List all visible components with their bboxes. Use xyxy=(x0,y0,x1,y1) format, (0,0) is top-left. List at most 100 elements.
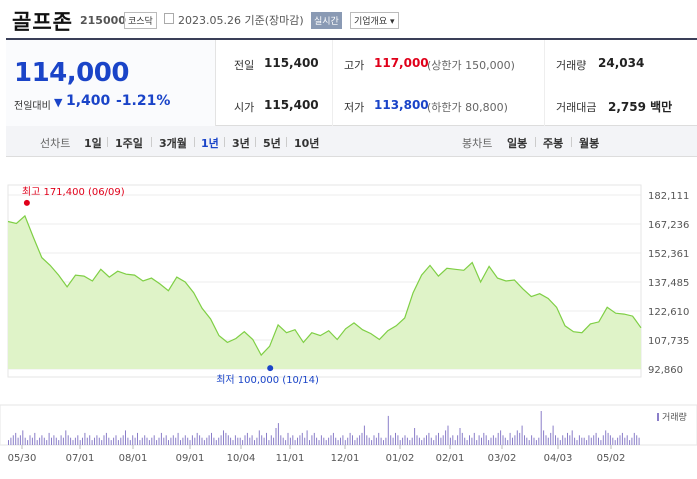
volume-bar xyxy=(578,435,580,445)
volume-bar xyxy=(129,440,131,445)
volume-bar xyxy=(445,430,447,445)
high-label: 고가 xyxy=(344,59,365,72)
period-3y[interactable]: 3년 xyxy=(232,137,250,150)
volume-bar xyxy=(244,435,246,445)
period-1w[interactable]: 1주일 xyxy=(115,137,143,150)
volume-bar xyxy=(117,440,119,445)
volume-bar xyxy=(46,440,48,445)
volume-bar xyxy=(593,435,595,445)
volume-bar xyxy=(239,437,241,445)
volume-bar xyxy=(363,425,365,445)
volume-bar xyxy=(404,435,406,445)
change-value: 1,400 xyxy=(66,93,111,109)
volume-bar xyxy=(168,440,169,445)
x-tick-label: 07/01 xyxy=(66,453,95,464)
period-1y[interactable]: 1년 xyxy=(201,137,219,150)
volume-bar xyxy=(621,432,623,445)
volume-bar xyxy=(304,437,306,445)
volume-bar xyxy=(251,435,253,445)
volume-bar xyxy=(211,432,212,445)
volume-bar xyxy=(287,432,289,445)
volume-bar xyxy=(132,435,134,445)
volume-bar xyxy=(156,440,158,445)
volume-bar xyxy=(590,437,592,445)
volume-bar xyxy=(318,440,320,445)
period-1d[interactable]: 1일 xyxy=(84,137,102,150)
volume-bar xyxy=(213,437,215,445)
volume-bar xyxy=(507,440,509,445)
volume-bar xyxy=(258,430,260,445)
volume-bar xyxy=(602,435,604,445)
volume-bar xyxy=(234,435,236,445)
volume-bar xyxy=(230,437,232,445)
volume-bar xyxy=(464,437,466,445)
volume-bar xyxy=(103,435,105,445)
chevron-down-icon: ▾ xyxy=(390,17,395,27)
volume-bar xyxy=(24,437,26,445)
volume-bar xyxy=(504,437,506,445)
volume-bar xyxy=(583,437,585,445)
price-chart[interactable]: 182,111 167,236 152,361 137,485 122,610 107,7… xyxy=(0,157,697,479)
volume-bar xyxy=(457,435,459,445)
volume-bar xyxy=(242,440,244,445)
volume-bar xyxy=(191,435,193,445)
volume-bar xyxy=(55,437,57,445)
x-tick-label: 01/02 xyxy=(386,453,415,464)
y-tick-label: 92,860 xyxy=(648,365,683,376)
volume-bar xyxy=(411,437,413,445)
volume-bar xyxy=(31,437,33,445)
volume-bar xyxy=(146,437,148,445)
x-axis-ticks: 05/30 07/01 08/01 09/01 10/04 11/01 12/01 01/02… xyxy=(8,445,625,464)
volume-bar xyxy=(574,437,576,445)
volume-bar xyxy=(426,435,427,445)
volume-bar xyxy=(316,437,318,445)
volume-bar xyxy=(636,435,638,445)
realtime-button[interactable]: 실시간 xyxy=(311,12,342,29)
period-3m[interactable]: 3개월 xyxy=(159,137,187,150)
volume-bar xyxy=(519,432,521,445)
volume-bar xyxy=(148,440,150,445)
volume-bar xyxy=(86,437,88,445)
candle-daily[interactable]: 일봉 xyxy=(507,137,528,150)
period-5y[interactable]: 5년 xyxy=(263,137,281,150)
x-tick-label: 03/02 xyxy=(488,453,517,464)
volume-bar xyxy=(270,435,272,445)
volume-bar xyxy=(306,430,308,445)
volume-bar xyxy=(237,437,239,445)
volume-bar xyxy=(98,437,100,445)
volume-bar xyxy=(120,437,122,445)
volume-bar xyxy=(433,440,435,445)
volume-bar xyxy=(51,437,52,445)
volume-bar xyxy=(160,432,162,445)
volume-bar xyxy=(502,435,504,445)
volume-bar xyxy=(609,435,611,445)
volume-legend: 거래량 xyxy=(662,411,687,423)
volume-bar xyxy=(366,435,368,445)
volume-bar xyxy=(201,437,203,445)
company-info-dropdown[interactable]: 기업개요 ▾ xyxy=(350,12,399,29)
volume-bar xyxy=(163,437,165,445)
volume-bar xyxy=(180,440,181,445)
candle-weekly[interactable]: 주봉 xyxy=(543,137,564,150)
period-10y[interactable]: 10년 xyxy=(294,137,320,150)
volume-bar xyxy=(15,432,17,445)
volume-bar xyxy=(521,425,523,445)
x-tick-label: 11/01 xyxy=(276,453,305,464)
divider xyxy=(332,40,333,127)
volume-bar xyxy=(153,435,155,445)
volume-bar xyxy=(199,435,201,445)
volume-bar xyxy=(430,437,432,445)
volume-bar xyxy=(392,437,394,445)
volume-bar xyxy=(22,430,24,445)
volume-bar xyxy=(607,432,609,445)
high-value: 117,000 xyxy=(374,56,429,70)
volume-bar xyxy=(605,430,607,445)
volume-bar xyxy=(96,435,98,445)
volume-bar xyxy=(483,432,485,445)
volume-bar xyxy=(332,432,334,445)
volume-bars xyxy=(0,404,697,446)
volume-bar xyxy=(184,435,186,445)
volume-bar xyxy=(344,440,346,445)
volume-bar xyxy=(94,437,95,445)
candle-monthly[interactable]: 월봉 xyxy=(579,137,600,150)
